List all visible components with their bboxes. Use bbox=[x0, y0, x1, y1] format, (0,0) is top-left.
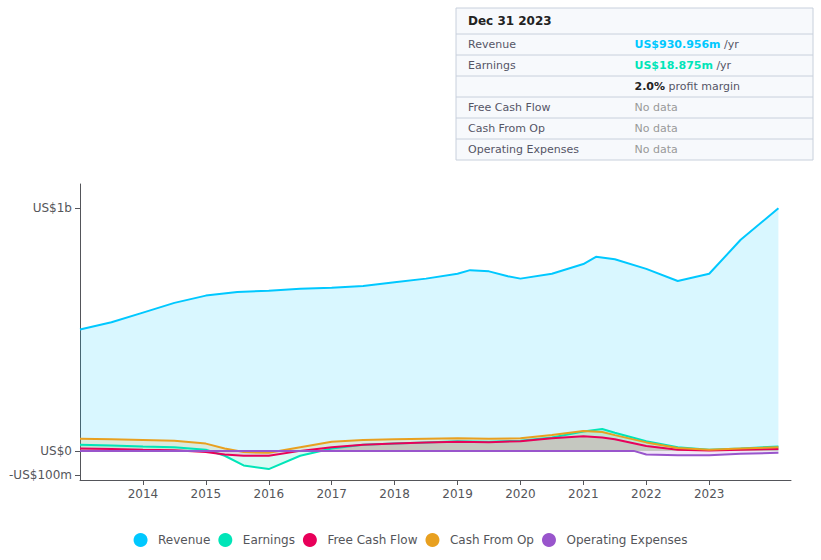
svg-text:Dec 31 2023: Dec 31 2023 bbox=[468, 14, 552, 28]
svg-text:2016: 2016 bbox=[253, 487, 284, 501]
svg-text:2014: 2014 bbox=[128, 487, 159, 501]
svg-text:2.0%: 2.0% bbox=[635, 80, 666, 93]
svg-text:Cash From Op: Cash From Op bbox=[450, 533, 534, 547]
svg-text:/yr: /yr bbox=[713, 59, 732, 72]
svg-text:Free Cash Flow: Free Cash Flow bbox=[327, 533, 417, 547]
svg-text:Revenue: Revenue bbox=[158, 533, 210, 547]
svg-text:US$930.956m: US$930.956m bbox=[635, 38, 721, 51]
svg-text:-US$100m: -US$100m bbox=[9, 468, 72, 482]
svg-text:Operating Expenses: Operating Expenses bbox=[468, 143, 579, 156]
svg-text:profit margin: profit margin bbox=[665, 80, 740, 93]
svg-text:No data: No data bbox=[635, 143, 678, 156]
svg-text:No data: No data bbox=[635, 101, 678, 114]
svg-text:US$1b: US$1b bbox=[33, 201, 72, 215]
svg-text:2015: 2015 bbox=[191, 487, 222, 501]
svg-text:2020: 2020 bbox=[505, 487, 536, 501]
svg-text:Free Cash Flow: Free Cash Flow bbox=[468, 101, 551, 114]
svg-text:Earnings: Earnings bbox=[468, 59, 516, 72]
svg-text:Operating Expenses: Operating Expenses bbox=[566, 533, 687, 547]
svg-text:Earnings: Earnings bbox=[243, 533, 295, 547]
svg-text:2023: 2023 bbox=[694, 487, 725, 501]
svg-text:Revenue: Revenue bbox=[468, 38, 516, 51]
svg-text:Cash From Op: Cash From Op bbox=[468, 122, 545, 135]
svg-text:/yr: /yr bbox=[721, 38, 740, 51]
svg-text:2017: 2017 bbox=[316, 487, 347, 501]
svg-text:No data: No data bbox=[635, 122, 678, 135]
svg-text:2019: 2019 bbox=[442, 487, 473, 501]
svg-text:US$0: US$0 bbox=[40, 444, 72, 458]
svg-text:2021: 2021 bbox=[568, 487, 599, 501]
svg-text:2018: 2018 bbox=[379, 487, 410, 501]
svg-text:US$18.875m: US$18.875m bbox=[635, 59, 713, 72]
svg-text:2022: 2022 bbox=[631, 487, 662, 501]
